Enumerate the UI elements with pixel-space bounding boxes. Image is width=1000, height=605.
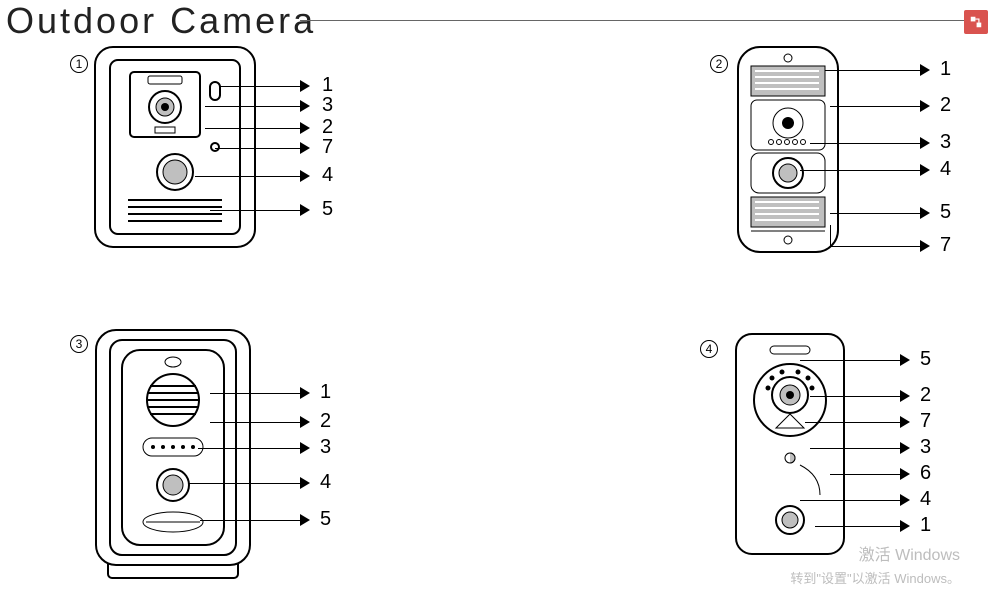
callout-arrow-icon: [300, 387, 310, 399]
callout-arrow-icon: [300, 416, 310, 428]
callout-label: 2: [320, 410, 331, 433]
callout-arrow-icon: [300, 100, 310, 112]
callout-label: 5: [322, 198, 333, 221]
callout-line: [188, 483, 300, 484]
callout-label: 5: [920, 348, 931, 371]
callout-line: [205, 106, 300, 107]
callout-line: [815, 526, 900, 527]
callout-line: [215, 148, 300, 149]
callout-line: [200, 520, 300, 521]
callout-arrow-icon: [920, 137, 930, 149]
callout-arrow-icon: [900, 390, 910, 402]
callout-line: [205, 128, 300, 129]
panel-3-number: 3: [70, 335, 88, 353]
language-badge-icon[interactable]: [964, 10, 988, 34]
callout-arrow-icon: [920, 100, 930, 112]
callout-label: 7: [322, 136, 333, 159]
callout-label: 4: [320, 471, 331, 494]
callout-label: 1: [320, 381, 331, 404]
callout-line: [195, 176, 300, 177]
callout-arrow-icon: [900, 354, 910, 366]
callout-arrow-icon: [920, 64, 930, 76]
callout-label: 3: [920, 436, 931, 459]
panel-2-number: 2: [710, 55, 728, 73]
callout-arrow-icon: [920, 164, 930, 176]
callout-label: 5: [320, 508, 331, 531]
callout-label: 7: [920, 410, 931, 433]
camera-diagram-2: [733, 45, 853, 280]
camera-diagram-1: [90, 42, 290, 292]
panel-4-number: 4: [700, 340, 718, 358]
callout-line: [825, 70, 920, 71]
callout-label: 3: [320, 436, 331, 459]
callout-label: 3: [940, 131, 951, 154]
callout-line: [810, 143, 920, 144]
title-divider: [300, 20, 980, 21]
callout-label: 4: [920, 488, 931, 511]
callout-arrow-icon: [300, 204, 310, 216]
callout-label: 1: [920, 514, 931, 537]
callout-arrow-icon: [900, 494, 910, 506]
callout-line: [800, 360, 900, 361]
callout-label: 6: [920, 462, 931, 485]
callout-arrow-icon: [300, 80, 310, 92]
callout-line: [830, 246, 920, 247]
camera-diagram-3: [88, 320, 278, 590]
callout-arrow-icon: [300, 122, 310, 134]
callout-arrow-icon: [300, 477, 310, 489]
callout-line: [810, 396, 900, 397]
callout-label: 2: [920, 384, 931, 407]
windows-activation-watermark-line1: 激活 Windows: [859, 541, 960, 565]
page-title: Outdoor Camera: [6, 0, 316, 42]
camera-diagram-4: [730, 330, 850, 570]
callout-arrow-icon: [900, 442, 910, 454]
windows-activation-watermark-line2: 转到"设置"以激活 Windows。: [790, 568, 960, 587]
panel-1-number: 1: [70, 55, 88, 73]
callout-line: [805, 422, 900, 423]
callout-arrow-icon: [920, 207, 930, 219]
callout-label: 3: [322, 94, 333, 117]
callout-label: 1: [940, 58, 951, 81]
callout-line: [198, 448, 300, 449]
callout-line: [210, 422, 300, 423]
callout-line: [810, 448, 900, 449]
callout-arrow-icon: [300, 514, 310, 526]
callout-arrow-icon: [900, 416, 910, 428]
callout-line: [830, 474, 900, 475]
callout-line: [800, 170, 920, 171]
callout-line: [830, 213, 920, 214]
callout-arrow-icon: [900, 520, 910, 532]
callout-arrow-icon: [300, 442, 310, 454]
callout-arrow-icon: [300, 170, 310, 182]
callout-arrow-icon: [900, 468, 910, 480]
callout-line: [210, 393, 300, 394]
callout-arrow-icon: [300, 142, 310, 154]
callout-line: [220, 86, 300, 87]
callout-label: 7: [940, 234, 951, 257]
callout-line: [210, 210, 300, 211]
callout-arrow-icon: [920, 240, 930, 252]
callout-label: 5: [940, 201, 951, 224]
callout-line: [830, 106, 920, 107]
callout-label: 2: [940, 94, 951, 117]
callout-label: 4: [940, 158, 951, 181]
callout-label: 4: [322, 164, 333, 187]
callout-elbow: [830, 225, 831, 246]
callout-line: [800, 500, 900, 501]
